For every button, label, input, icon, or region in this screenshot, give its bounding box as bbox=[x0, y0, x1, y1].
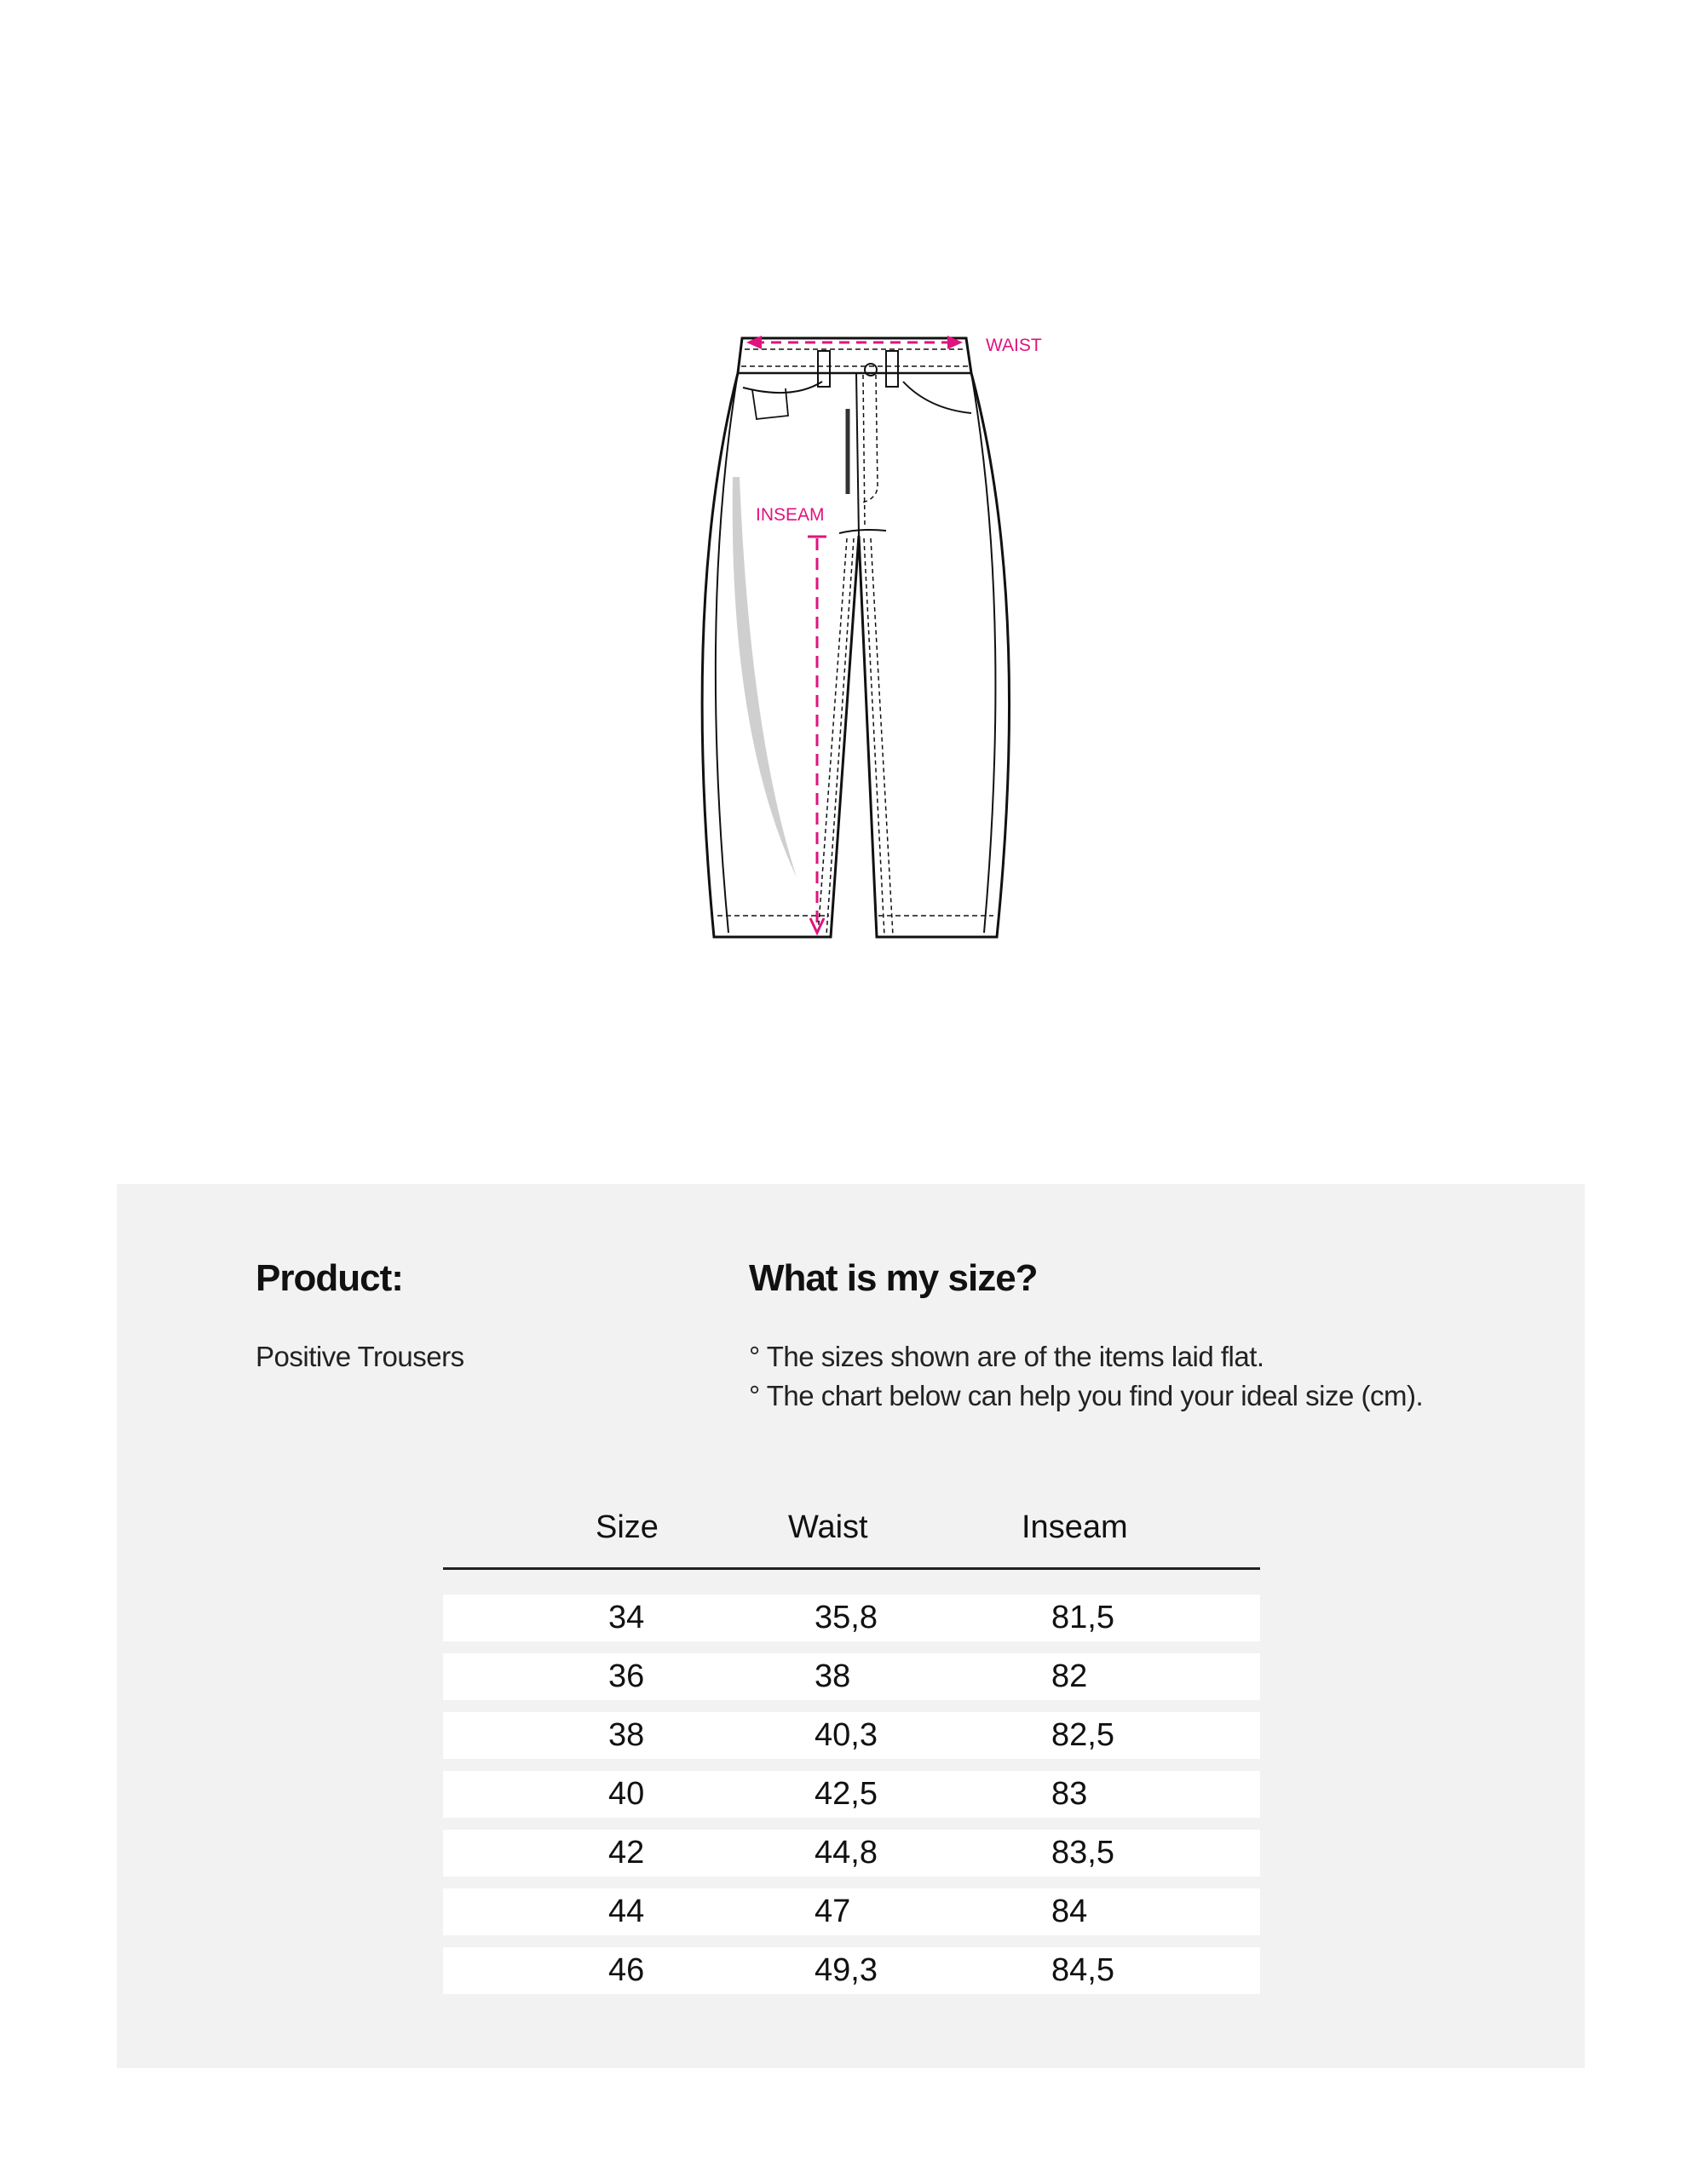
inseam-cell: 82 bbox=[1051, 1658, 1088, 1694]
waist-cell: 42,5 bbox=[815, 1776, 878, 1812]
size-cell: 46 bbox=[608, 1952, 645, 1988]
measurement-guides bbox=[746, 336, 963, 936]
waist-cell: 38 bbox=[815, 1658, 851, 1694]
inseam-cell: 83,5 bbox=[1051, 1835, 1114, 1871]
size-heading: What is my size? bbox=[749, 1257, 1039, 1299]
inseam-cell: 82,5 bbox=[1051, 1717, 1114, 1753]
size-cell: 44 bbox=[608, 1894, 645, 1929]
waist-cell: 47 bbox=[815, 1894, 851, 1929]
table-row: 34 35,8 81,5 bbox=[443, 1595, 1260, 1641]
inseam-cell: 84,5 bbox=[1051, 1952, 1114, 1988]
inseam-cell: 84 bbox=[1051, 1894, 1088, 1929]
size-cell: 42 bbox=[608, 1835, 645, 1871]
table-row: 46 49,3 84,5 bbox=[443, 1947, 1260, 1994]
size-cell: 36 bbox=[608, 1658, 645, 1694]
header-divider bbox=[443, 1567, 1260, 1570]
waist-cell: 40,3 bbox=[815, 1717, 878, 1753]
table-row: 42 44,8 83,5 bbox=[443, 1830, 1260, 1877]
size-cell: 40 bbox=[608, 1776, 645, 1812]
trousers-outline bbox=[700, 336, 1011, 939]
product-heading: Product: bbox=[256, 1257, 404, 1299]
size-cell: 34 bbox=[608, 1600, 645, 1635]
waist-cell: 49,3 bbox=[815, 1952, 878, 1988]
inseam-cell: 81,5 bbox=[1051, 1600, 1114, 1635]
waist-cell: 35,8 bbox=[815, 1600, 878, 1635]
waist-label: WAIST bbox=[986, 336, 1042, 355]
size-note: ° The chart below can help you find your… bbox=[749, 1380, 1424, 1411]
fabric-shading bbox=[732, 477, 797, 877]
column-header-inseam: Inseam bbox=[1022, 1509, 1128, 1545]
size-note: ° The sizes shown are of the items laid … bbox=[749, 1341, 1264, 1372]
column-header-waist: Waist bbox=[788, 1509, 868, 1545]
table-row: 38 40,3 82,5 bbox=[443, 1712, 1260, 1759]
size-cell: 38 bbox=[608, 1717, 645, 1753]
inseam-cell: 83 bbox=[1051, 1776, 1088, 1812]
table-row: 40 42,5 83 bbox=[443, 1771, 1260, 1818]
product-name: Positive Trousers bbox=[256, 1341, 464, 1372]
column-header-size: Size bbox=[596, 1509, 659, 1545]
table-row: 36 38 82 bbox=[443, 1653, 1260, 1700]
waist-cell: 44,8 bbox=[815, 1835, 878, 1871]
trousers-diagram: WAIST INSEAM bbox=[700, 336, 1042, 939]
table-row: 44 47 84 bbox=[443, 1888, 1260, 1935]
inseam-label: INSEAM bbox=[756, 505, 825, 525]
